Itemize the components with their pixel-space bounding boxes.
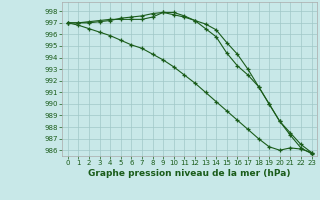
X-axis label: Graphe pression niveau de la mer (hPa): Graphe pression niveau de la mer (hPa) — [88, 169, 291, 178]
